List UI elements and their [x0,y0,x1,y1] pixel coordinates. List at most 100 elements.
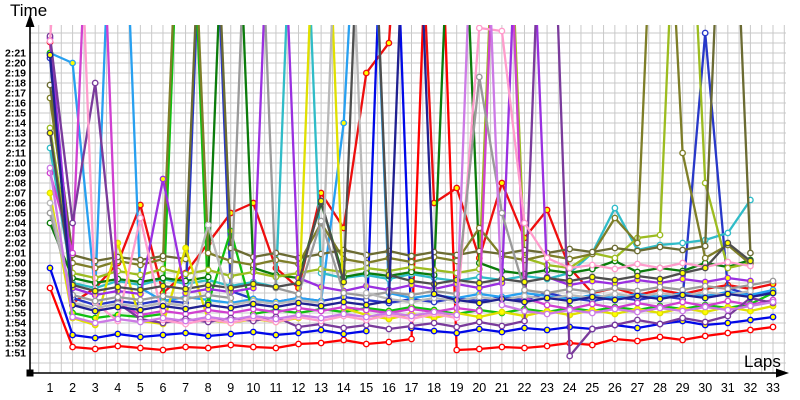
data-point-marker [272,331,280,339]
x-axis-arrow [776,368,789,378]
data-point-marker [543,274,551,282]
data-point-marker [724,297,732,305]
data-point-marker [724,264,732,272]
data-point-marker [498,343,506,351]
data-point-marker [475,224,483,232]
data-point-marker [588,341,596,349]
y-tick-label: 1:57 [5,288,26,300]
data-point-marker [136,333,144,341]
series-21 [46,25,777,327]
y-tick-label: 1:59 [5,268,26,280]
data-point-marker [521,278,528,286]
data-point-marker [362,340,370,348]
data-point-marker [679,291,686,299]
data-point-marker [543,294,551,302]
y-axis-title: Time [10,1,48,20]
data-point-marker [566,291,574,299]
origin-marker [26,369,34,377]
x-tick-label: 12 [292,381,306,395]
x-tick-label: 32 [743,381,757,395]
y-tick-label: 2:13 [5,128,26,140]
data-point-marker [566,277,574,285]
series-line [48,25,752,293]
x-tick-label: 2 [69,381,76,395]
data-point-marker [182,329,190,337]
data-point-marker [747,326,754,334]
y-tick-label: 1:53 [5,328,26,340]
data-point-marker [46,189,54,197]
x-tick-label: 27 [630,381,644,395]
data-point-marker [385,297,393,305]
y-tick-label: 2:03 [5,228,26,240]
data-point-marker [588,325,596,333]
data-point-marker [317,314,325,322]
series-group [46,25,777,360]
x-tick-label: 1 [47,381,54,395]
data-point-marker [521,292,528,300]
data-point-marker [430,327,438,335]
data-point-marker [227,341,235,349]
data-point-marker [46,199,54,207]
y-tick-label: 2:06 [5,198,26,210]
y-tick-label: 2:15 [5,108,26,120]
data-point-marker [769,289,777,297]
data-point-marker [634,247,641,255]
data-point-marker [453,323,461,331]
data-point-marker [159,346,167,354]
series-20 [46,25,777,315]
x-tick-label: 23 [540,381,554,395]
data-point-marker [498,209,506,217]
series-line [48,25,774,313]
x-tick-label: 6 [159,381,166,395]
data-point-marker [679,307,686,315]
data-point-marker [701,29,709,37]
data-point-marker [340,278,348,286]
y-tick-label: 2:08 [5,178,26,190]
data-point-marker [227,330,235,338]
data-point-marker [408,277,415,285]
y-tick-label: 2:00 [5,258,26,270]
data-point-marker [679,246,686,254]
data-point-marker [295,279,302,287]
data-point-marker [453,329,461,337]
data-point-marker [747,281,754,289]
series-line [48,25,751,297]
data-point-marker [46,264,54,272]
data-point-marker [136,296,144,304]
y-tick-label: 2:10 [5,158,26,170]
data-point-marker [566,352,574,360]
x-tick-label: 14 [337,381,351,395]
y-tick-label: 1:51 [5,348,26,360]
data-point-marker [656,231,664,239]
data-point-marker [249,343,257,351]
y-axis-arrow [25,14,35,27]
data-point-marker [634,324,641,332]
data-point-marker [611,254,619,262]
data-point-marker [543,326,551,334]
x-tick-label: 26 [608,381,622,395]
data-point-marker [408,298,415,306]
data-point-marker [136,318,144,326]
data-point-marker [362,301,370,309]
data-point-marker [498,308,506,316]
data-point-marker [249,300,257,308]
x-tick-label: 33 [766,381,780,395]
data-point-marker [46,164,54,172]
data-point-marker [408,252,415,260]
data-point-marker [656,264,664,272]
data-point-marker [679,239,686,247]
data-point-marker [362,327,370,335]
data-point-marker [521,317,528,325]
x-axis-title: Laps [744,352,781,371]
data-point-marker [272,283,280,291]
data-point-marker [724,229,732,237]
data-point-marker [611,321,619,329]
data-point-marker [46,284,54,292]
data-point-marker [317,302,325,310]
data-point-marker [159,265,167,273]
data-point-marker [724,319,732,327]
data-point-marker [611,284,619,292]
data-point-marker [701,282,709,290]
data-point-marker [701,294,709,302]
series-line [48,25,751,326]
